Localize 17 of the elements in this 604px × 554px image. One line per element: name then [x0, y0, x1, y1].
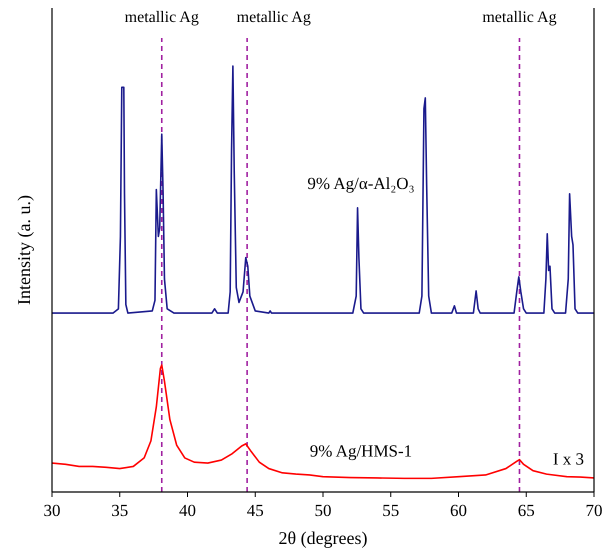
x-tick-label: 60 — [450, 501, 467, 520]
x-tick-label: 40 — [179, 501, 196, 520]
x-tick-label: 35 — [111, 501, 128, 520]
ref-line-label: metallic Ag — [482, 9, 557, 26]
annotation: I x 3 — [552, 449, 584, 468]
y-axis-title: Intensity (a. u.) — [14, 195, 34, 305]
x-tick-label: 30 — [44, 501, 60, 520]
x-tick-label: 55 — [382, 501, 400, 520]
x-tick-label: 65 — [518, 501, 535, 520]
x-tick-label: 70 — [586, 501, 602, 520]
x-tick-label: 50 — [314, 501, 332, 520]
ref-line-label: metallic Ag — [124, 9, 199, 26]
x-tick-label: 45 — [246, 501, 264, 520]
series-label: 9% Ag/α-Al₂O₃ — [307, 174, 415, 194]
ref-line-label: metallic Ag — [236, 9, 311, 26]
series-label: 9% Ag/HMS-1 — [310, 441, 412, 460]
x-axis-title: 2θ (degrees) — [278, 528, 368, 548]
